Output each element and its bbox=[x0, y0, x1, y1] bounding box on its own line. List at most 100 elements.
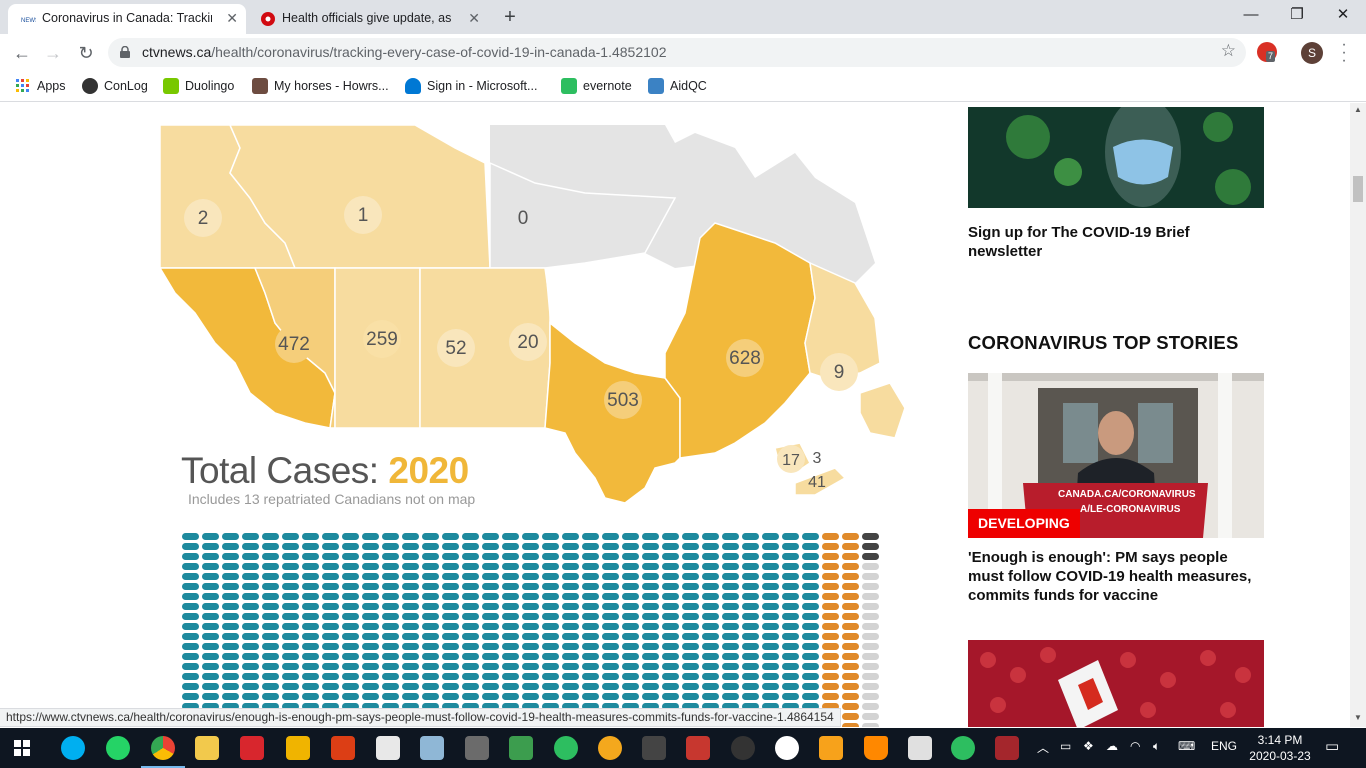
tray-volume-icon[interactable]: 🔈︎ bbox=[1153, 739, 1161, 753]
case-pill bbox=[502, 543, 519, 550]
case-pill bbox=[622, 653, 639, 660]
close-tab-icon[interactable]: ✕ bbox=[226, 10, 238, 26]
evernote-taskbar-icon[interactable] bbox=[554, 736, 578, 760]
case-pill bbox=[822, 643, 839, 650]
media-editor-icon[interactable] bbox=[686, 736, 710, 760]
tray-battery-icon[interactable]: ▭ bbox=[1060, 739, 1072, 753]
case-pill bbox=[322, 573, 339, 580]
app-icon[interactable] bbox=[642, 736, 666, 760]
vlc-icon[interactable] bbox=[864, 736, 888, 760]
bookmark-microsoft[interactable]: Sign in - Microsoft... bbox=[405, 76, 537, 96]
scroll-down-icon[interactable]: ▼ bbox=[1354, 713, 1362, 722]
file-explorer-icon[interactable] bbox=[195, 736, 219, 760]
forward-button[interactable]: → bbox=[44, 43, 62, 63]
scrollbar-thumb[interactable] bbox=[1353, 176, 1363, 202]
spreadsheet-icon[interactable] bbox=[509, 736, 533, 760]
case-pill bbox=[242, 663, 259, 670]
office-icon[interactable] bbox=[331, 736, 355, 760]
maximize-button[interactable]: ❐ bbox=[1290, 6, 1304, 23]
case-pill bbox=[202, 533, 219, 540]
case-pill bbox=[402, 683, 419, 690]
profile-avatar[interactable]: S bbox=[1301, 42, 1323, 64]
tray-cloud-icon[interactable]: ☁ bbox=[1106, 739, 1118, 753]
tray-dropbox-icon[interactable]: ❖ bbox=[1083, 739, 1094, 753]
quebec-bubble bbox=[726, 339, 764, 377]
bookmark-aidqc[interactable]: AidQC bbox=[648, 76, 707, 96]
itunes-icon[interactable] bbox=[775, 736, 799, 760]
extension-icon[interactable]: 7 bbox=[1257, 42, 1277, 62]
taskbar-clock[interactable]: 3:14 PM 2020-03-23 bbox=[1249, 733, 1311, 763]
case-pill bbox=[542, 543, 559, 550]
case-pill bbox=[822, 563, 839, 570]
case-pill bbox=[802, 533, 819, 540]
case-pill bbox=[242, 623, 259, 630]
case-pill bbox=[622, 593, 639, 600]
quebec-count: 628 bbox=[729, 348, 761, 369]
tray-wifi-icon[interactable]: ◠ bbox=[1130, 739, 1141, 753]
case-pill bbox=[702, 633, 719, 640]
close-tab-icon[interactable]: ✕ bbox=[468, 10, 480, 26]
case-pill bbox=[322, 683, 339, 690]
bookmark-apps[interactable]: Apps bbox=[15, 76, 66, 96]
snipping-tool-icon[interactable] bbox=[465, 736, 489, 760]
page-scrollbar[interactable]: ▲ ▼ bbox=[1350, 103, 1366, 727]
paint-icon[interactable] bbox=[598, 736, 622, 760]
bookmark-evernote[interactable]: evernote bbox=[561, 76, 632, 96]
language-indicator[interactable]: ENG bbox=[1211, 739, 1238, 753]
case-pill bbox=[402, 573, 419, 580]
newsletter-title[interactable]: Sign up for The COVID-19 Brief newslette… bbox=[968, 224, 1190, 260]
document-icon[interactable] bbox=[376, 736, 400, 760]
case-pill bbox=[662, 603, 679, 610]
acrobat-icon[interactable] bbox=[240, 736, 264, 760]
notifications-icon[interactable]: ▭ bbox=[1325, 738, 1340, 755]
accessibility-icon[interactable] bbox=[908, 736, 932, 760]
reload-button[interactable]: ↻ bbox=[78, 43, 94, 63]
case-pill bbox=[282, 673, 299, 680]
case-pill bbox=[342, 613, 359, 620]
case-pill bbox=[802, 663, 819, 670]
case-pill bbox=[742, 613, 759, 620]
pdf-tool-icon[interactable] bbox=[286, 736, 310, 760]
chrome-taskbar-icon[interactable] bbox=[151, 736, 175, 760]
newsletter-image[interactable] bbox=[968, 107, 1264, 208]
evernote-helper-icon[interactable] bbox=[951, 736, 975, 760]
bookmark-star-icon[interactable]: ☆ bbox=[1220, 41, 1236, 60]
nb-count: 17 bbox=[782, 452, 800, 469]
menu-icon[interactable]: · · · bbox=[1341, 36, 1347, 69]
story-image[interactable]: CANADA.CA/CORONAVIRUS A/LE-CORONAVIRUS D… bbox=[968, 373, 1264, 538]
notes-icon[interactable] bbox=[420, 736, 444, 760]
back-button[interactable]: ← bbox=[13, 43, 31, 63]
case-pill bbox=[622, 623, 639, 630]
case-pill bbox=[402, 673, 419, 680]
video-player-icon[interactable] bbox=[819, 736, 843, 760]
windows-start-icon[interactable] bbox=[14, 740, 30, 756]
scroll-up-icon[interactable]: ▲ bbox=[1354, 105, 1362, 114]
tab-ctvnews[interactable]: NEWS Coronavirus in Canada: Tracking e ✕ bbox=[8, 4, 246, 34]
bookmark-conlog[interactable]: ConLog bbox=[82, 76, 148, 96]
whatsapp-icon[interactable] bbox=[106, 736, 130, 760]
story2-image[interactable] bbox=[968, 640, 1264, 727]
tray-chevron-icon[interactable]: ︿ bbox=[1037, 741, 1050, 755]
case-pill bbox=[442, 563, 459, 570]
case-pill bbox=[562, 603, 579, 610]
minimize-button[interactable]: — bbox=[1243, 6, 1259, 23]
bookmark-duolingo[interactable]: Duolingo bbox=[163, 76, 234, 96]
skype-icon[interactable] bbox=[61, 736, 85, 760]
case-pill bbox=[202, 543, 219, 550]
new-tab-button[interactable]: + bbox=[504, 6, 516, 28]
case-pill bbox=[562, 593, 579, 600]
tray-keyboard-icon[interactable]: ⌨ bbox=[1178, 739, 1196, 753]
case-pill bbox=[602, 583, 619, 590]
close-window-button[interactable]: ✕ bbox=[1336, 6, 1350, 23]
address-bar[interactable]: ctvnews.ca/health/coronavirus/tracking-e… bbox=[108, 38, 1246, 67]
case-pill bbox=[562, 643, 579, 650]
disc-icon[interactable] bbox=[731, 736, 755, 760]
url-text[interactable]: ctvnews.ca/health/coronavirus/tracking-e… bbox=[142, 44, 667, 60]
tab-cbc[interactable]: Health officials give update, as O ✕ bbox=[248, 4, 488, 34]
case-pill bbox=[362, 583, 379, 590]
access-icon[interactable] bbox=[995, 736, 1019, 760]
story-title[interactable]: 'Enough is enough': PM says people must … bbox=[968, 549, 1252, 604]
case-pill bbox=[502, 533, 519, 540]
case-pill bbox=[182, 613, 199, 620]
bookmark-my-horses[interactable]: My horses - Howrs... bbox=[252, 76, 389, 96]
